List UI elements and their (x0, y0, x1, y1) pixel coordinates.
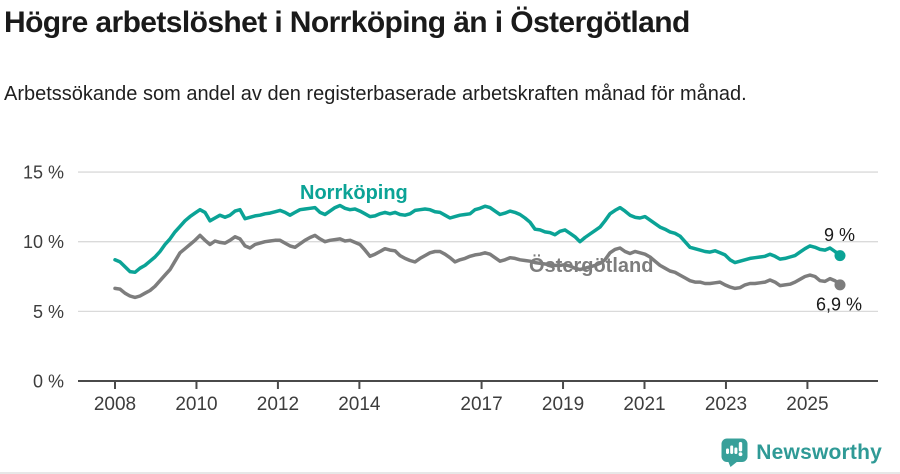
x-tick-label: 2014 (338, 394, 381, 415)
x-tick-label: 2017 (460, 394, 502, 415)
x-tick-label: 2008 (94, 394, 136, 415)
series-line-norrkoping (113, 203, 842, 275)
series-label-norrkoping: Norrköping (300, 182, 408, 204)
chart-title: Högre arbetslöshet i Norrköping än i Öst… (4, 6, 690, 39)
x-tick-label: 2025 (786, 394, 828, 415)
series-label-ostergotland: Östergötland (529, 254, 653, 277)
end-value-label-ostergotland: 6,9 % (816, 295, 862, 315)
series-end-dot (834, 279, 846, 291)
x-tick-label: 2012 (257, 394, 299, 415)
y-tick-label: 15 % (23, 163, 64, 183)
series-end-dot (834, 250, 846, 262)
chart-subtitle: Arbetssökande som andel av den registerb… (4, 83, 747, 105)
series-line-ostergotland (113, 233, 842, 300)
brand-name-label: Newsworthy (756, 440, 882, 464)
x-tick-label: 2021 (623, 394, 665, 415)
y-tick-label: 5 % (33, 302, 64, 322)
x-tick-label: 2019 (542, 394, 584, 415)
x-tick-label: 2023 (705, 394, 747, 415)
x-tick-label: 2010 (175, 394, 217, 415)
speech-bubble-bar-chart-icon (721, 438, 748, 467)
unemployment-line-chart: 15 % 10 % 5 % 0 % 2008 2010 2012 2014 2017 2019 20… (23, 163, 878, 415)
y-tick-label: 10 % (23, 232, 64, 252)
newsworthy-brand: Newsworthy (721, 438, 882, 467)
y-tick-label: 0 % (33, 372, 64, 392)
end-value-label-norrkoping: 9 % (824, 225, 855, 245)
